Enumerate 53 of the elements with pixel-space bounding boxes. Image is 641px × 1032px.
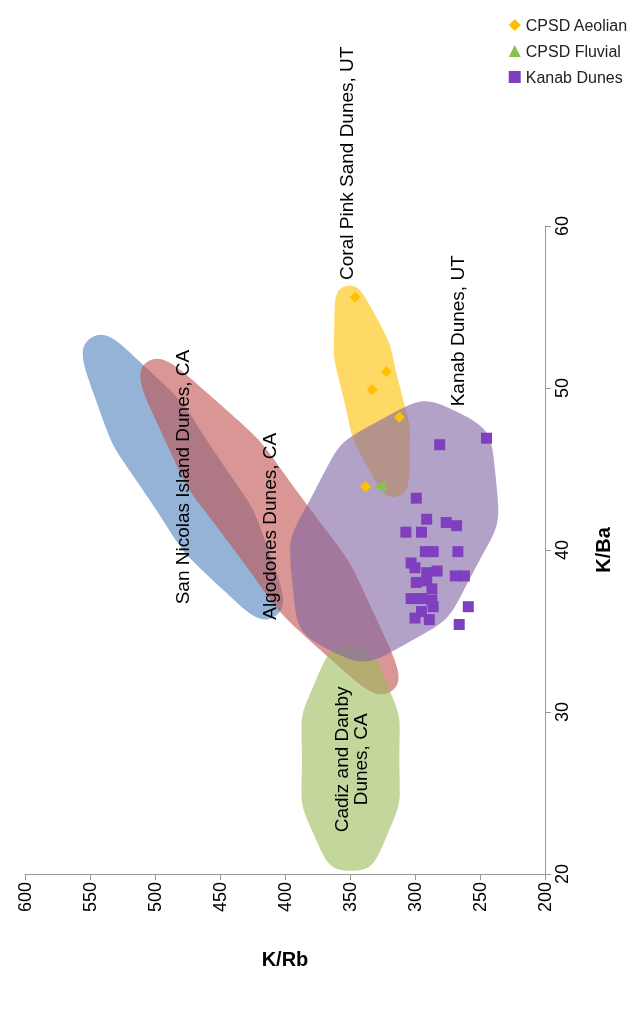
x-tick-label: 550 bbox=[80, 882, 100, 913]
text: Kanab Dunes, UT bbox=[447, 254, 469, 407]
point bbox=[423, 614, 435, 626]
x-tick-label: 250 bbox=[470, 882, 490, 913]
point bbox=[452, 546, 464, 558]
y-axis-title: K/Ba bbox=[592, 526, 614, 573]
legend-label: CPSD Fluvial bbox=[525, 42, 621, 60]
legend-label: CPSD Aeolian bbox=[525, 16, 628, 34]
point bbox=[426, 594, 438, 606]
point bbox=[453, 619, 465, 631]
point bbox=[451, 520, 463, 532]
point bbox=[380, 366, 392, 378]
series-label: San Nicolas Island Dunes, CA bbox=[172, 349, 194, 605]
y-tick-label: 30 bbox=[552, 701, 572, 723]
point bbox=[421, 567, 433, 579]
x-tick-label: 600 bbox=[15, 882, 35, 913]
y-tick-label: 60 bbox=[552, 215, 572, 237]
point bbox=[405, 557, 417, 569]
point bbox=[416, 606, 427, 618]
point bbox=[360, 481, 372, 493]
point bbox=[481, 432, 492, 444]
point bbox=[434, 439, 446, 451]
point bbox=[427, 546, 439, 558]
point bbox=[366, 384, 378, 396]
point bbox=[421, 513, 433, 525]
point bbox=[440, 516, 452, 528]
series-label: Cadiz and Danby Dunes, CA bbox=[330, 686, 371, 833]
x-tick-label: 500 bbox=[145, 882, 165, 913]
y-tick-label: 50 bbox=[552, 377, 572, 399]
x-tick-label: 400 bbox=[275, 882, 295, 913]
legend-label: Kanab Dunes bbox=[525, 68, 623, 86]
point bbox=[349, 291, 361, 303]
point bbox=[462, 601, 474, 613]
x-tick-label: 200 bbox=[535, 882, 555, 913]
y-tick-label: 20 bbox=[552, 863, 572, 885]
point bbox=[416, 526, 427, 538]
x-tick-label: 350 bbox=[340, 882, 360, 913]
point bbox=[393, 411, 405, 423]
point bbox=[400, 526, 412, 538]
text: Coral Pink Sand Dunes, UT bbox=[335, 46, 357, 280]
point bbox=[405, 593, 417, 605]
point bbox=[416, 593, 427, 605]
series-label: Algodones Dunes, CA bbox=[258, 432, 280, 620]
x-tick-label: 300 bbox=[405, 882, 425, 913]
x-axis-title: K/Rb bbox=[261, 948, 309, 970]
point bbox=[410, 576, 422, 588]
point bbox=[373, 480, 386, 493]
point bbox=[410, 492, 422, 504]
point bbox=[431, 565, 443, 577]
x-tick-label: 450 bbox=[210, 882, 230, 913]
point bbox=[426, 583, 438, 595]
y-tick-label: 40 bbox=[552, 539, 572, 561]
point bbox=[458, 570, 470, 582]
